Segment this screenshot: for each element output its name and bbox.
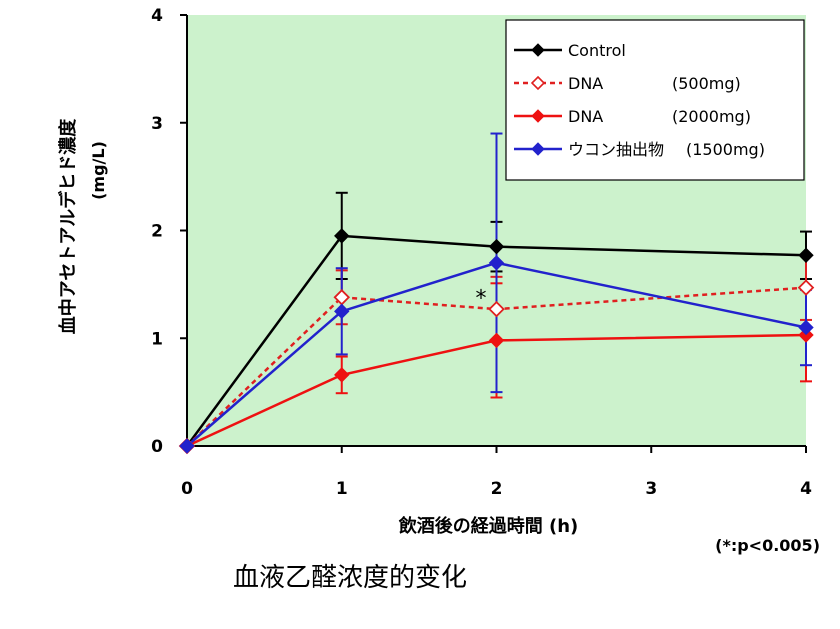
x-tick-label: 4 — [800, 479, 812, 499]
data-point — [334, 303, 350, 320]
x-tick-label: 1 — [336, 479, 348, 499]
x-tick-label: 0 — [181, 479, 193, 499]
axes — [186, 15, 806, 447]
y-tick-label: 2 — [151, 222, 163, 242]
annotations: * — [476, 286, 487, 311]
legend-label: ウコン抽出物 — [568, 140, 664, 159]
significance-footnote: (*:p<0.005) — [715, 536, 820, 555]
data-point — [334, 367, 350, 383]
legend-marker — [531, 142, 545, 156]
series-line — [186, 286, 807, 447]
legend-dose: (1500mg) — [686, 140, 765, 159]
y-tick-label: 4 — [151, 6, 163, 26]
data-point — [488, 332, 505, 349]
legend-label: DNA — [568, 107, 603, 126]
legend-label: DNA — [568, 74, 603, 93]
x-axis-ticks: 0 1 2 3 4 — [181, 446, 812, 499]
y-axis-ticks: 0 1 2 3 4 — [151, 6, 187, 457]
legend-marker — [531, 109, 545, 123]
data-point — [798, 319, 814, 336]
legend-marker — [531, 43, 545, 57]
chart-caption: 血液乙醛浓度的变化 — [232, 563, 467, 593]
y-tick-label: 3 — [151, 114, 163, 134]
legend-box — [505, 19, 805, 181]
x-tick-label: 2 — [491, 479, 503, 499]
data-point — [797, 279, 815, 296]
data-point — [488, 255, 505, 271]
series-lines — [185, 234, 807, 448]
data-point — [798, 247, 814, 263]
y-axis-title-unit: (mg/L) — [89, 141, 108, 200]
y-axis-title-main: 血中アセトアルデヒド濃度 — [57, 118, 79, 334]
legend-dose: (500mg) — [672, 74, 741, 93]
legend-dose: (2000mg) — [672, 107, 751, 126]
y-axis-title: 血中アセトアルデヒド濃度 (mg/L) — [57, 118, 108, 334]
data-point — [488, 238, 505, 255]
x-axis-title: 飲酒後の経過時間 (h) — [398, 515, 579, 537]
x-tick-label: 3 — [645, 479, 657, 499]
series-line — [186, 333, 807, 448]
legend-label: Control — [568, 41, 626, 60]
y-tick-label: 1 — [151, 329, 163, 349]
data-point — [488, 300, 505, 318]
series-markers — [178, 228, 815, 455]
y-tick-label: 0 — [151, 437, 163, 457]
series-line — [185, 234, 807, 447]
data-point — [334, 228, 350, 244]
legend-marker — [530, 75, 546, 91]
legend: Control DNA (500mg) DNA (2000mg) ウコン抽出物 (1500m… — [505, 19, 805, 181]
series-line — [186, 261, 807, 447]
significance-marker: * — [476, 286, 487, 311]
data-point — [179, 438, 195, 454]
